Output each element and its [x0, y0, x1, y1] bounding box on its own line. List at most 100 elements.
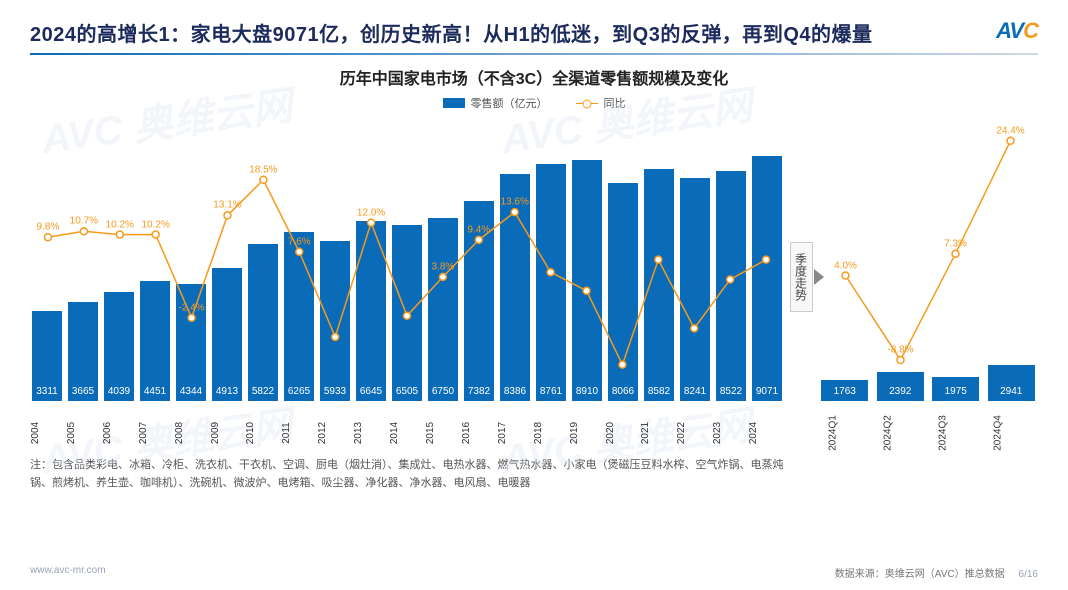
x-label: 2010	[245, 415, 281, 451]
bar-col: 5933	[318, 117, 352, 401]
x-label: 2024Q4	[993, 406, 1029, 461]
x-label: 2024Q3	[938, 406, 974, 461]
bar: 4344	[176, 284, 206, 401]
bar: 2941	[988, 365, 1035, 401]
bar: 2392	[877, 372, 924, 401]
yoy-label: 24.4%	[996, 125, 1024, 136]
footer-source: 数据来源：奥维云网（AVC）推总数据	[835, 569, 1005, 580]
chart-title: 历年中国家电市场（不含3C）全渠道零售额规模及变化	[30, 65, 1038, 89]
bar-col: 8241	[678, 117, 712, 401]
bar-value: 3311	[36, 386, 58, 397]
divider: 季度走势	[784, 117, 818, 437]
yoy-label: 7.3%	[944, 238, 967, 249]
x-label: 2015	[425, 415, 461, 451]
bar-col: 5822	[246, 117, 280, 401]
bar-value: 7382	[468, 386, 490, 397]
bar-col: 8582	[642, 117, 676, 401]
bar-value: 6505	[396, 386, 418, 397]
legend-bar-label: 零售额（亿元）	[471, 95, 548, 111]
legend-line-label: 同比	[604, 95, 626, 111]
x-label: 2018	[533, 415, 569, 451]
yoy-label: -8.8%	[887, 345, 913, 356]
bar-value: 8241	[684, 386, 706, 397]
footer-page: 6/16	[1019, 569, 1038, 580]
chart-wrap: 3311366540394451434449135822626559336645…	[30, 117, 1038, 437]
bar-col: 8386	[498, 117, 532, 401]
yoy-label: 3.8%	[431, 261, 454, 272]
legend-line-swatch	[576, 103, 598, 104]
x-label: 2019	[569, 415, 605, 451]
bar-value: 1975	[945, 386, 967, 397]
slide: AVC 奥维云网 AVC 奥维云网 AVC 奥维云网 AVC 奥维云网 2024…	[0, 0, 1068, 590]
x-label: 2011	[281, 415, 317, 451]
x-label: 2006	[102, 415, 138, 451]
logo: AVC	[996, 18, 1038, 44]
x-label: 2021	[640, 415, 676, 451]
bar-col: 4344	[174, 117, 208, 401]
divider-label: 季度走势	[790, 242, 813, 312]
bar: 8910	[572, 160, 602, 401]
bar: 9071	[752, 156, 782, 401]
footer: www.avc-mr.com 数据来源：奥维云网（AVC）推总数据 6/16	[30, 565, 1038, 580]
bar-value: 4344	[180, 386, 202, 397]
header-rule	[30, 53, 1038, 55]
x-label: 2013	[353, 415, 389, 451]
bar-col: 4039	[102, 117, 136, 401]
bar: 3311	[32, 311, 62, 401]
bar-value: 2392	[889, 386, 911, 397]
bar-col: 4913	[210, 117, 244, 401]
bar-value: 8910	[576, 386, 598, 397]
bar-col: 7382	[462, 117, 496, 401]
bar: 6265	[284, 232, 314, 401]
x-label: 2004	[30, 415, 66, 451]
yoy-label: 9.4%	[467, 224, 490, 235]
bar-value: 6645	[360, 386, 382, 397]
bar-value: 9071	[756, 386, 778, 397]
x-label: 2008	[174, 415, 210, 451]
sub-chart: 1763 2392 1975 2941 2024Q12024Q22024Q32024Q…	[818, 117, 1038, 437]
bar-col: 8066	[606, 117, 640, 401]
yoy-label: 10.2%	[141, 219, 169, 230]
yoy-label: 13.6%	[501, 197, 529, 208]
yoy-label: 7.6%	[288, 236, 311, 247]
bar-col: 1975	[929, 117, 983, 401]
x-label: 2012	[317, 415, 353, 451]
x-label: 2022	[676, 415, 712, 451]
yoy-label: 18.5%	[249, 164, 277, 175]
bar-value: 3665	[72, 386, 94, 397]
x-label: 2016	[461, 415, 497, 451]
yoy-label: 12.0%	[357, 207, 385, 218]
bar: 3665	[68, 302, 98, 401]
bar-col: 9071	[750, 117, 784, 401]
bar: 8386	[500, 174, 530, 401]
legend-bar-swatch	[443, 98, 465, 108]
bar: 4039	[104, 292, 134, 401]
bar-value: 1763	[834, 386, 856, 397]
x-label: 2023	[712, 415, 748, 451]
bar-value: 6750	[432, 386, 454, 397]
sub-x-labels: 2024Q12024Q22024Q32024Q4	[818, 401, 1038, 437]
main-bars: 3311366540394451434449135822626559336645…	[30, 117, 784, 401]
yoy-label: 9.8%	[37, 222, 60, 233]
page-title: 2024的高增长1：家电大盘9071亿，创历史新高！从H1的低迷，到Q3的反弹，…	[30, 18, 873, 47]
x-label: 2007	[138, 415, 174, 451]
x-label: 2024Q2	[883, 406, 919, 461]
bar-value: 8386	[504, 386, 526, 397]
bar-col: 6750	[426, 117, 460, 401]
yoy-label: 10.7%	[70, 216, 98, 227]
legend-line: 同比	[576, 95, 626, 111]
bar-col: 6645	[354, 117, 388, 401]
bar: 8522	[716, 171, 746, 401]
bar: 8241	[680, 178, 710, 401]
x-label: 2009	[209, 415, 245, 451]
bar-value: 5822	[252, 386, 274, 397]
bar-col: 3311	[30, 117, 64, 401]
bar: 8582	[644, 169, 674, 401]
bar: 8761	[536, 164, 566, 401]
bar-value: 4039	[108, 386, 130, 397]
x-label: 2020	[604, 415, 640, 451]
bar-value: 2941	[1000, 386, 1022, 397]
x-label: 2024	[748, 415, 784, 451]
bar-col: 8761	[534, 117, 568, 401]
bar-value: 8582	[648, 386, 670, 397]
